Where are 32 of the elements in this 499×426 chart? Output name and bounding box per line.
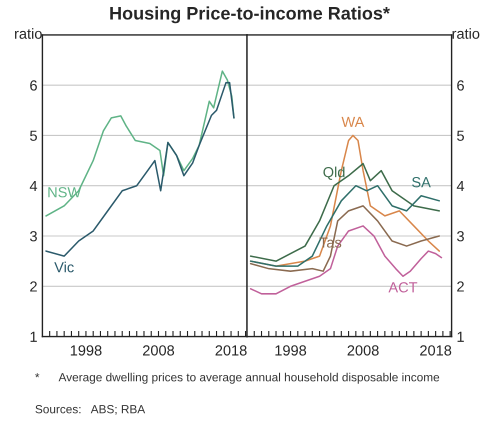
- y-tick-label: 2: [457, 281, 464, 292]
- x-tick-label: 2008: [143, 345, 174, 356]
- y-tick-label: 3: [457, 231, 464, 242]
- y-tick-label: 5: [30, 130, 37, 141]
- x-tick-label: 1998: [275, 345, 306, 356]
- series-label: SA: [412, 177, 431, 188]
- y-axis-title: ratio: [452, 28, 480, 39]
- line-series: [250, 162, 440, 262]
- y-tick-label: 1: [458, 332, 464, 342]
- x-tick-label: 2018: [420, 345, 452, 356]
- series-label: WA: [342, 116, 364, 127]
- x-tick-label: 2018: [216, 345, 247, 356]
- line-series: [250, 225, 442, 295]
- x-tick-label: 2008: [348, 345, 379, 356]
- y-tick-label: 5: [457, 130, 464, 141]
- series-label: Vic: [54, 262, 74, 272]
- line-series: [250, 205, 440, 272]
- line-series: [45, 70, 235, 217]
- source-note: Sources: ABS; RBA: [35, 405, 146, 415]
- y-tick-label: 3: [30, 231, 37, 242]
- y-axis-title: ratio: [15, 28, 42, 39]
- y-tick-label: 1: [30, 332, 37, 342]
- x-tick-label: 1998: [70, 345, 102, 356]
- y-tick-label: 6: [30, 80, 37, 91]
- y-tick-label: 4: [456, 180, 464, 192]
- y-tick-label: 6: [457, 80, 464, 91]
- text: * Average dwelling prices to average annual household disposable income: [35, 372, 440, 384]
- y-tick-label: 2: [30, 281, 37, 292]
- chart-title: Housing Price-to-income Ratios*: [110, 6, 390, 24]
- series-label: ACT: [388, 282, 418, 292]
- line-series: [45, 82, 235, 257]
- y-tick-label: 4: [30, 180, 38, 192]
